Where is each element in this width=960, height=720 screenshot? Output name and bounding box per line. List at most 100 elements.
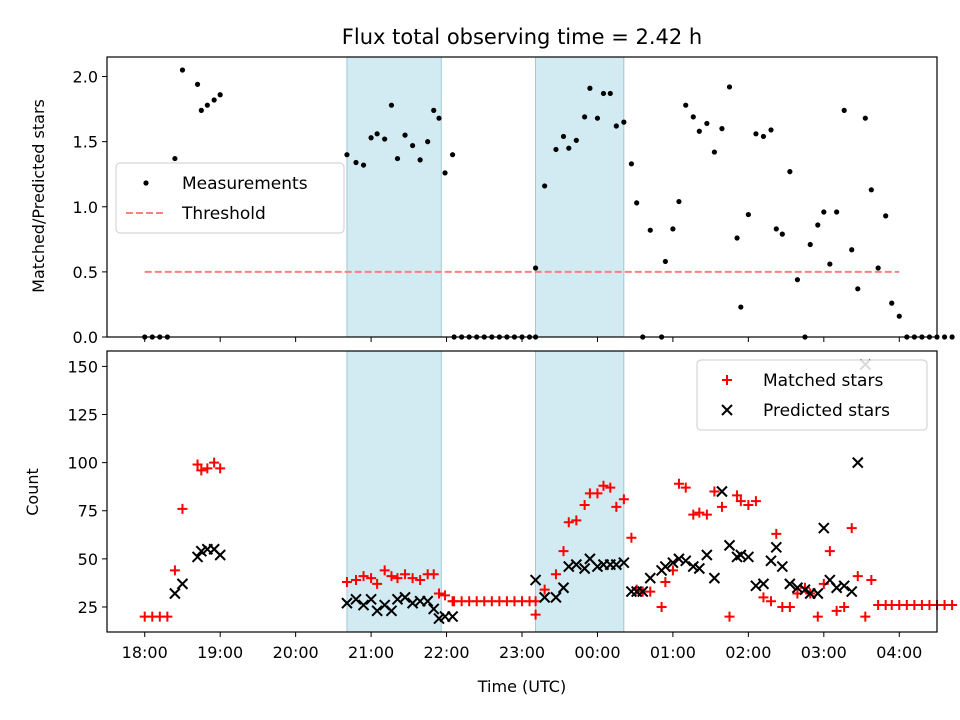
predicted-point: [169, 587, 181, 600]
measurement-point: [442, 170, 448, 176]
predicted-point: [538, 591, 551, 604]
predicted-point: [385, 605, 398, 617]
measurement-point: [553, 146, 559, 153]
predicted-point: [723, 539, 736, 552]
predicted-point: [776, 560, 789, 573]
measurement-point: [621, 119, 627, 125]
y-tick-label: 0.5: [73, 263, 98, 282]
measurement-point: [753, 131, 759, 137]
measurement-point: [889, 300, 895, 306]
measurement-point: [949, 334, 955, 340]
matched-point: [656, 601, 667, 612]
predicted-point: [765, 555, 777, 567]
x-tick-label: 01:00: [650, 643, 696, 662]
matched-point: [611, 501, 622, 512]
measurement-point: [194, 81, 201, 87]
predicted-point: [446, 610, 459, 623]
predicted-point: [341, 597, 353, 609]
y-tick-label: 100: [67, 454, 98, 473]
plot-frame: [106, 350, 938, 633]
predicted-point: [742, 551, 755, 563]
matched-point: [824, 546, 835, 557]
y-tick-label: 150: [67, 357, 98, 376]
matched-point: [709, 486, 720, 497]
shaded-region-0: [346, 56, 442, 338]
top-plot: 0.0 0.5 1.0 1.5 2.0 Measurements Threshold: [73, 56, 955, 347]
matched-point: [386, 571, 397, 582]
matched-point: [392, 573, 403, 584]
measurement-point: [676, 198, 682, 205]
x-axis-label: Time (UTC): [477, 677, 566, 696]
matched-point: [750, 496, 761, 507]
predicted-point: [757, 578, 770, 590]
measurement-point: [573, 137, 579, 143]
matched-point: [440, 590, 451, 601]
measurement-point: [607, 90, 613, 97]
predicted-point: [350, 593, 362, 605]
shaded-region-1: [535, 56, 625, 338]
y-tick-label: 125: [67, 406, 98, 425]
y-tick-label: 0.0: [73, 328, 98, 347]
measurement-point: [172, 155, 178, 162]
measurement-point: [394, 155, 401, 162]
matched-point: [530, 609, 541, 620]
predicted-point: [428, 603, 440, 615]
measurement-point: [634, 200, 640, 206]
matched-point: [735, 496, 746, 507]
matched-point: [866, 575, 877, 586]
predicted-point: [667, 557, 679, 569]
y-tick-label: 1.0: [73, 198, 98, 217]
measurement-point: [883, 213, 889, 219]
legend-marker-matched: [722, 375, 732, 385]
measurement-point: [849, 247, 855, 253]
bottom-plot: 25 50 75 100 125 150 18:00 19:00 20:00 21:00 22:00…: [67, 350, 958, 662]
matched-point: [169, 565, 180, 576]
measurement-point: [436, 115, 442, 121]
measurement-point: [388, 102, 395, 108]
measurement-point: [862, 115, 868, 121]
measurement-point: [834, 209, 840, 215]
matched-point: [724, 611, 735, 622]
predicted-point: [693, 562, 706, 575]
measurement-point: [855, 286, 861, 292]
matched-point: [196, 465, 207, 476]
matched-point: [673, 478, 684, 489]
legend-label: Predicted stars: [763, 401, 890, 421]
matched-point: [215, 463, 226, 474]
measurement-point: [198, 107, 204, 113]
shaded-region-0: [346, 350, 442, 633]
legend-label: Matched stars: [763, 371, 883, 391]
y-tick-label: 2.0: [73, 68, 98, 87]
x-tick-label: 02:00: [725, 643, 771, 662]
matched-point: [688, 509, 699, 520]
measurement-point: [542, 183, 548, 189]
measurement-point: [402, 132, 408, 138]
measurement-point: [841, 107, 847, 113]
x-tick-label: 22:00: [423, 643, 469, 662]
measurement-point: [449, 152, 456, 158]
matched-point: [539, 584, 550, 595]
measurement-point: [773, 226, 779, 232]
matched-point: [732, 490, 743, 501]
matched-point: [618, 494, 629, 505]
measurement-point: [382, 136, 388, 142]
predicted-point: [191, 551, 204, 563]
y-tick-label: 50: [78, 550, 98, 569]
predicted-point: [550, 591, 562, 604]
matched-point: [758, 592, 769, 603]
matched-point: [846, 523, 857, 534]
measurement-point: [594, 115, 601, 121]
matched-point: [680, 482, 691, 493]
measurement-point: [587, 85, 593, 91]
measurement-point: [787, 169, 793, 175]
matched-point: [831, 605, 842, 616]
predicted-point: [557, 582, 570, 594]
measurement-point: [344, 152, 350, 158]
measurement-point: [368, 135, 374, 141]
predicted-point: [838, 580, 850, 592]
matched-point: [558, 546, 569, 557]
predicted-point: [701, 549, 713, 561]
measurement-point: [760, 133, 767, 140]
legend-marker-predicted: [721, 404, 733, 416]
measurement-point: [711, 149, 718, 155]
